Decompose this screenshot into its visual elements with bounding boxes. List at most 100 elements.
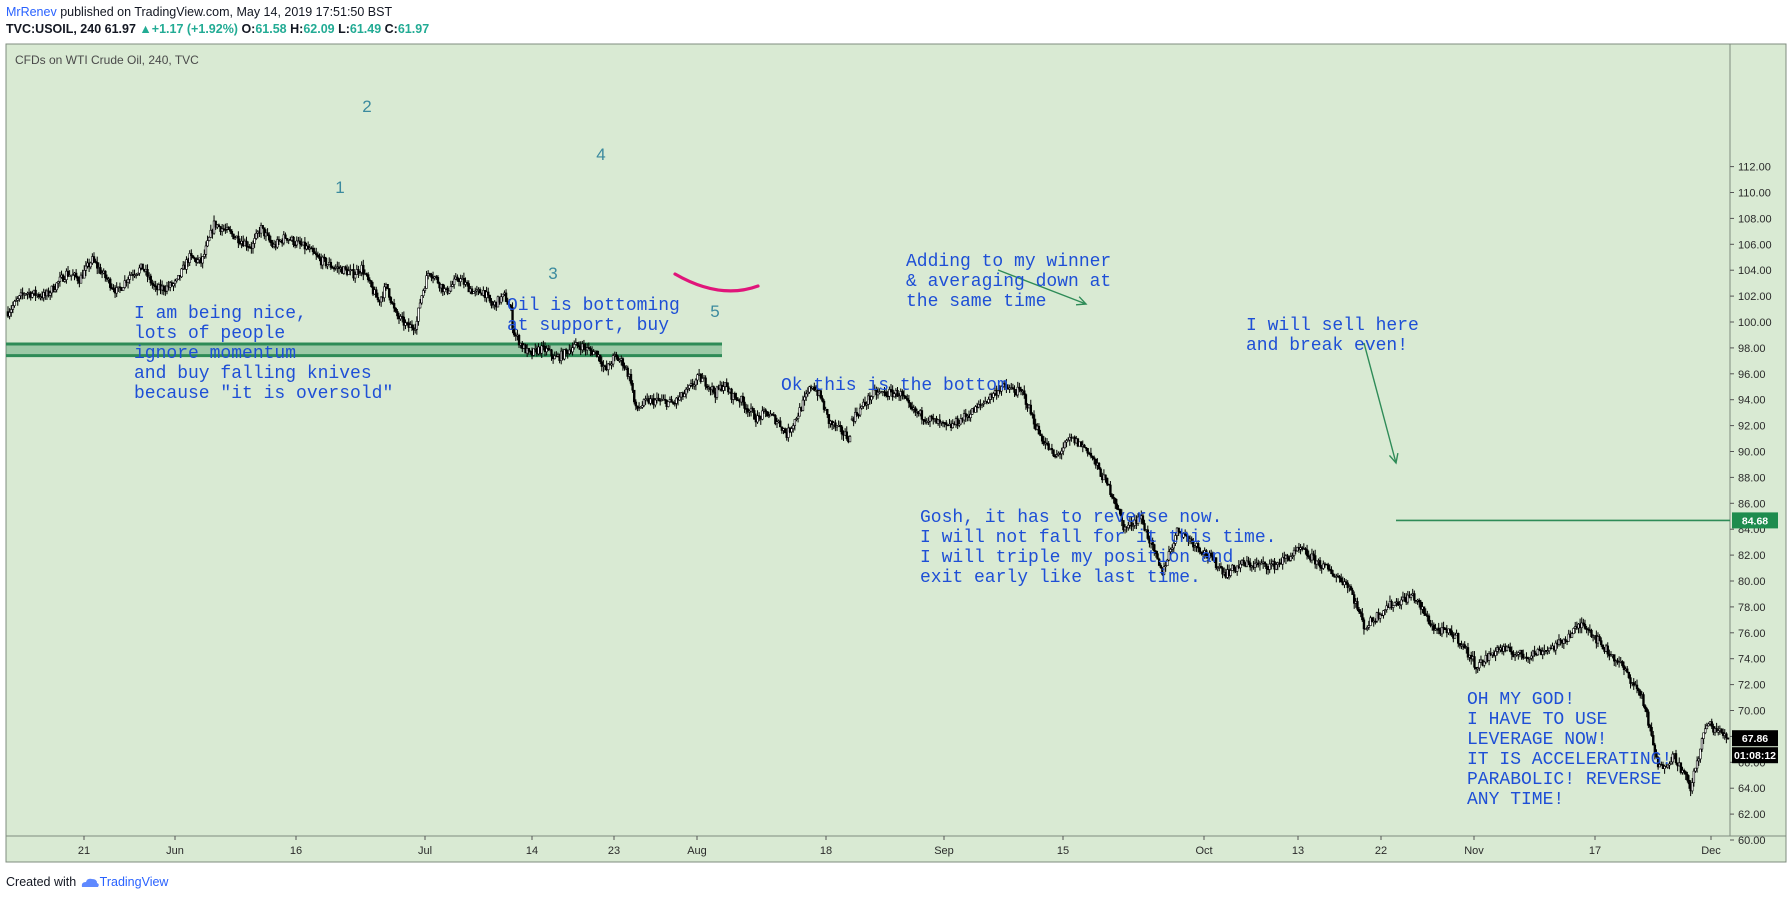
candle-body bbox=[414, 329, 417, 331]
candle-body bbox=[1653, 744, 1657, 754]
candle-body bbox=[1427, 615, 1431, 624]
candle-body bbox=[504, 292, 508, 302]
annotation-bottom-line: Ok this is the bottom bbox=[781, 376, 1008, 396]
candle-body bbox=[1050, 448, 1054, 451]
candle-body bbox=[347, 270, 350, 275]
candle-body bbox=[1370, 617, 1374, 622]
x-tick-label: 23 bbox=[608, 845, 620, 857]
candle-body bbox=[1364, 628, 1367, 630]
price-badges: 84.68 67.86 01:08:12 bbox=[1732, 512, 1778, 764]
candle-body bbox=[1127, 524, 1130, 529]
candle-body bbox=[607, 363, 610, 370]
candle-body bbox=[1325, 563, 1328, 566]
candle-body bbox=[1374, 620, 1377, 623]
candle-body bbox=[571, 347, 574, 353]
candle-body bbox=[136, 272, 139, 275]
wave-label-4: 4 bbox=[596, 145, 605, 164]
candle-body bbox=[1359, 611, 1362, 614]
candle-body bbox=[930, 415, 933, 419]
y-tick-label: 72.00 bbox=[1738, 680, 1766, 692]
candle-body bbox=[134, 274, 138, 276]
candle-body bbox=[149, 275, 152, 284]
annotation-nice-line: because "it is oversold" bbox=[134, 384, 393, 404]
candle-body bbox=[1515, 654, 1518, 656]
candle-body bbox=[1343, 581, 1346, 586]
high-value: 62.09 bbox=[303, 22, 335, 36]
candle-body bbox=[675, 397, 678, 404]
candle-body bbox=[1084, 447, 1088, 449]
candle-body bbox=[1190, 538, 1193, 542]
published-text: published on TradingView.com, May 14, 20… bbox=[56, 5, 393, 19]
candle-body bbox=[654, 399, 657, 406]
candle-body bbox=[1216, 567, 1219, 569]
candle-body bbox=[1185, 533, 1188, 537]
tradingview-brand-link[interactable]: TradingView bbox=[99, 875, 169, 889]
y-tick-label: 96.00 bbox=[1738, 369, 1766, 381]
candle-body bbox=[767, 415, 771, 418]
candle-body bbox=[907, 399, 911, 404]
candle-body bbox=[104, 270, 107, 279]
y-tick-label: 76.00 bbox=[1738, 628, 1766, 640]
close-label: C: bbox=[384, 22, 398, 36]
close-value: 61.97 bbox=[397, 22, 430, 36]
candle-body bbox=[295, 240, 298, 246]
last-price-badge: 67.86 bbox=[1742, 733, 1768, 745]
candle-body bbox=[511, 307, 514, 330]
author-link[interactable]: MrRenev bbox=[6, 5, 57, 19]
annotation-sell-line: I will sell here bbox=[1246, 316, 1419, 336]
candle-body bbox=[1682, 770, 1686, 773]
candle-body bbox=[902, 394, 906, 397]
candle-body bbox=[1643, 705, 1647, 709]
candle-body bbox=[1538, 649, 1541, 651]
candle-body bbox=[1114, 498, 1117, 505]
candle-body bbox=[99, 267, 102, 274]
candle-body bbox=[1590, 629, 1593, 637]
candle-body bbox=[357, 269, 360, 274]
candle-body bbox=[1422, 606, 1426, 614]
candle-body bbox=[1647, 711, 1650, 726]
candle-body bbox=[1131, 525, 1135, 527]
candle-body bbox=[109, 278, 112, 288]
candle-body bbox=[52, 285, 55, 292]
candle-body bbox=[1522, 653, 1525, 659]
candle-body bbox=[1305, 549, 1309, 556]
candle-body bbox=[1013, 388, 1016, 393]
y-tick-label: 60.00 bbox=[1738, 835, 1766, 847]
candle-body bbox=[1040, 435, 1044, 442]
high-label: H: bbox=[290, 22, 304, 36]
candle-body bbox=[1000, 386, 1003, 392]
candle-body bbox=[318, 256, 321, 259]
candle-body bbox=[1053, 455, 1057, 458]
candle-body bbox=[1697, 758, 1700, 762]
candle-body bbox=[1510, 651, 1514, 655]
candle-body bbox=[428, 273, 432, 275]
candle-body bbox=[282, 234, 285, 244]
candle-body bbox=[649, 398, 652, 404]
candle-body bbox=[1352, 594, 1356, 604]
candle-body bbox=[819, 390, 822, 399]
candle-body bbox=[26, 293, 29, 295]
candle-body bbox=[663, 398, 667, 401]
candle-body bbox=[1268, 563, 1271, 570]
candle-body bbox=[1313, 555, 1317, 565]
candle-body bbox=[1349, 586, 1353, 591]
candle-body bbox=[422, 290, 425, 296]
candle-body bbox=[600, 361, 603, 367]
y-tick-label: 112.00 bbox=[1738, 162, 1771, 174]
candle-body bbox=[412, 327, 415, 330]
support-zone-fill bbox=[6, 344, 722, 356]
candle-body bbox=[598, 354, 602, 362]
candle-body bbox=[1055, 454, 1058, 457]
candle-body bbox=[292, 236, 295, 245]
candle-body bbox=[298, 240, 302, 245]
y-tick-label: 88.00 bbox=[1738, 472, 1766, 484]
candle-body bbox=[462, 277, 466, 285]
y-tick-label: 98.00 bbox=[1738, 343, 1766, 355]
candle-body bbox=[402, 316, 406, 326]
candle-body bbox=[1001, 383, 1005, 387]
candle-body bbox=[430, 274, 433, 278]
candle-body bbox=[1450, 630, 1453, 636]
candle-body bbox=[1242, 560, 1245, 564]
candle-body bbox=[344, 266, 347, 270]
